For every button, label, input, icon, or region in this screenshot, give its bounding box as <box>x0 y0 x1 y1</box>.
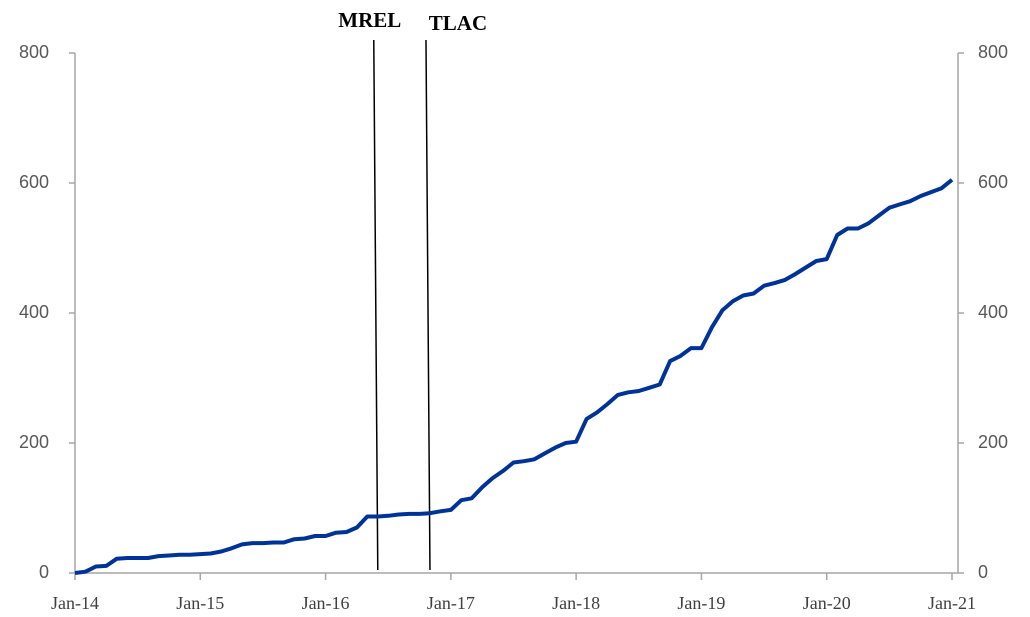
y-tick-label: 800 <box>19 42 49 62</box>
x-tick-label: Jan-19 <box>677 593 725 613</box>
annotation: MREL <box>338 8 401 32</box>
y2-tick-label: 200 <box>978 432 1008 452</box>
y-tick-label: 200 <box>19 432 49 452</box>
y-tick-label: 600 <box>19 172 49 192</box>
y2-tick-label: 800 <box>978 42 1008 62</box>
annotation-line <box>373 39 379 571</box>
series-line <box>74 178 954 575</box>
x-tick-label: Jan-18 <box>552 593 600 613</box>
annotation-line <box>425 39 431 571</box>
x-tick-label: Jan-14 <box>51 593 99 613</box>
y2-tick-label: 600 <box>978 172 1008 192</box>
y2-tick-label: 400 <box>978 302 1008 322</box>
x-tick-label: Jan-15 <box>176 593 224 613</box>
x-tick-label: Jan-21 <box>928 593 976 613</box>
x-tick-label: Jan-20 <box>803 593 851 613</box>
x-tick-label: Jan-17 <box>427 593 475 613</box>
x-tick-label: Jan-16 <box>302 593 350 613</box>
y-tick-label: 0 <box>39 562 49 582</box>
y-tick-label: 400 <box>19 302 49 322</box>
annotation: TLAC <box>429 11 487 35</box>
y2-tick-label: 0 <box>978 562 988 582</box>
